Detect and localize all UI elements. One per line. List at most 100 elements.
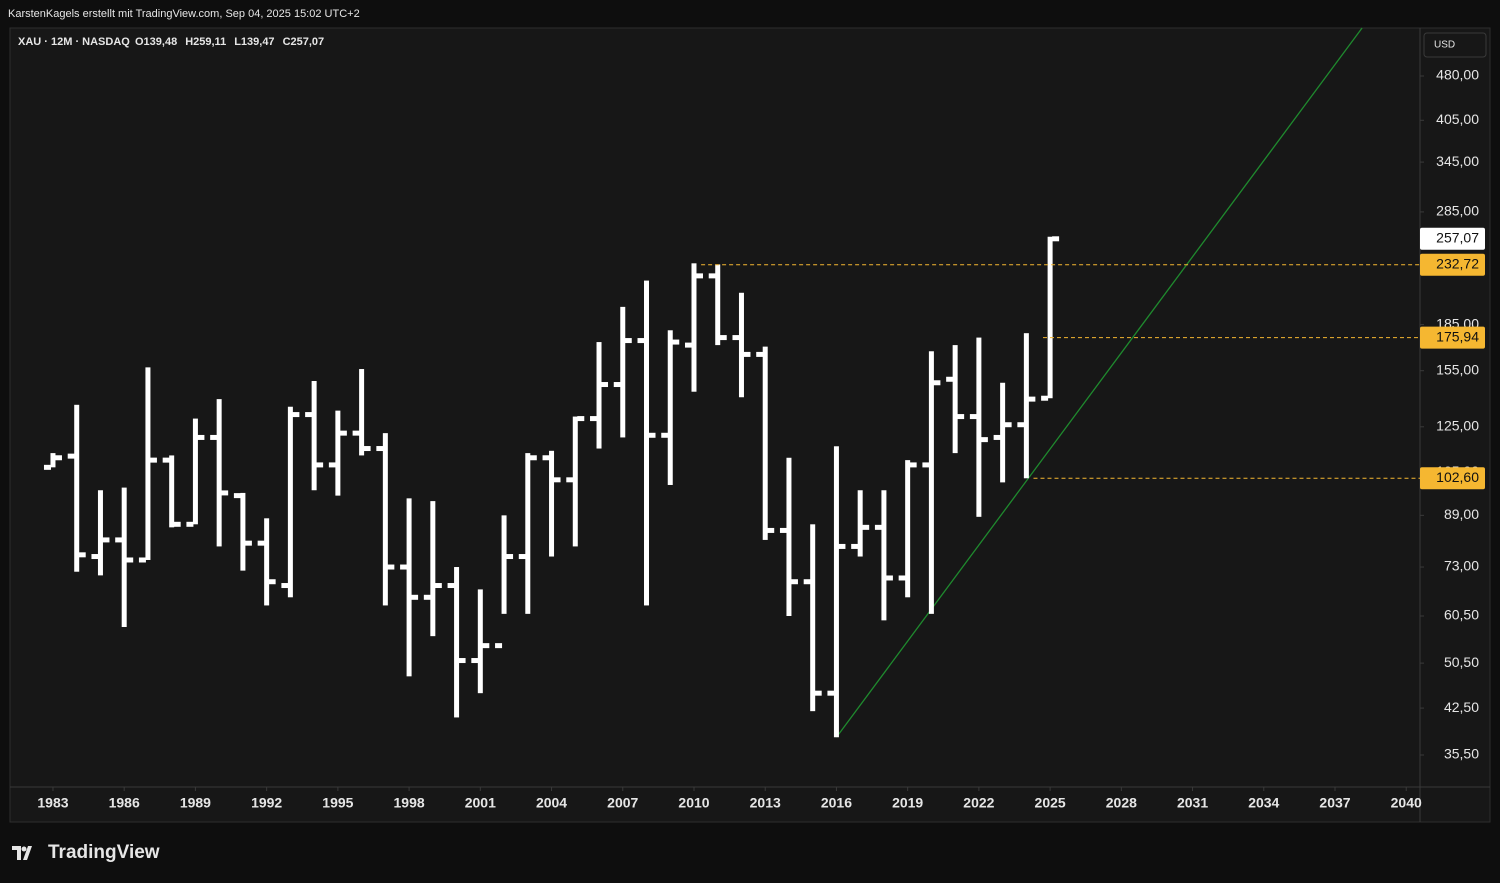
close-tick <box>102 537 110 543</box>
close-tick <box>221 490 229 496</box>
open-tick <box>708 273 716 279</box>
open-tick <box>1017 422 1025 428</box>
open-tick <box>590 416 598 422</box>
open-tick <box>827 690 835 696</box>
y-tick-label: 345,00 <box>1436 153 1479 169</box>
bar-range <box>596 342 602 449</box>
close-tick <box>292 412 300 418</box>
close-tick <box>126 557 134 563</box>
close-tick <box>624 338 632 344</box>
header-value: L139,47 <box>234 36 274 48</box>
bar-range <box>881 490 887 621</box>
open-tick <box>637 338 645 344</box>
close-tick <box>339 430 347 436</box>
open-tick <box>993 434 1001 440</box>
x-tick-label: 2001 <box>465 795 496 811</box>
open-tick <box>613 382 621 388</box>
open-tick <box>803 579 811 585</box>
y-tick-label: 285,00 <box>1436 203 1479 219</box>
bar-range <box>572 416 578 547</box>
bar-range <box>833 446 839 738</box>
open-tick <box>732 335 740 341</box>
close-tick <box>78 552 86 558</box>
open-tick <box>566 477 574 483</box>
open-tick <box>400 564 408 570</box>
currency[interactable]: USD <box>1434 40 1455 51</box>
bar-range <box>121 487 127 628</box>
close-tick <box>601 382 609 388</box>
close-tick <box>838 543 846 549</box>
y-tick-label: 480,00 <box>1436 67 1479 83</box>
close-tick <box>909 462 917 468</box>
open-tick <box>542 455 550 461</box>
y-tick-label: 155,00 <box>1436 361 1479 377</box>
open-tick <box>43 464 51 470</box>
x-tick-label: 1995 <box>322 795 353 811</box>
header-value: C257,07 <box>283 36 325 48</box>
close-tick <box>411 594 419 600</box>
open-tick <box>969 414 977 420</box>
open-tick <box>305 412 313 418</box>
close-tick <box>933 380 941 386</box>
close-tick <box>553 477 561 483</box>
open-tick <box>91 554 99 560</box>
header-value: H259,11 <box>185 36 226 48</box>
bar-range <box>311 381 317 491</box>
close-tick <box>1028 396 1036 402</box>
open-tick <box>684 342 692 348</box>
x-tick-label: 2040 <box>1391 795 1422 811</box>
bar-range <box>240 492 246 571</box>
x-tick-label: 2007 <box>607 795 638 811</box>
level-label-box <box>1420 253 1485 276</box>
header-value: O139,48 <box>135 36 177 48</box>
open-tick <box>115 537 123 543</box>
bar-range <box>715 264 721 346</box>
bar-range <box>145 367 151 560</box>
x-tick-label: 2031 <box>1177 795 1208 811</box>
close-tick <box>173 521 181 527</box>
bar-range <box>738 292 744 398</box>
open-tick <box>661 432 669 438</box>
bar-range <box>976 337 982 517</box>
x-tick-label: 1989 <box>180 795 211 811</box>
x-tick-label: 2010 <box>678 795 709 811</box>
x-tick-label: 1998 <box>394 795 425 811</box>
bar-range <box>762 346 768 540</box>
y-tick-label: 89,00 <box>1444 506 1479 522</box>
last-price-label: 257,07 <box>1436 230 1479 246</box>
bar-range <box>192 418 198 525</box>
bar-range <box>382 433 388 606</box>
open-tick <box>471 658 479 664</box>
y-tick-label: 50,50 <box>1444 654 1479 670</box>
close-tick <box>458 658 466 664</box>
close-tick <box>719 335 727 341</box>
currency-button[interactable] <box>1423 32 1487 58</box>
caption: KarstenKagels erstellt mit TradingView.c… <box>8 8 360 20</box>
close-tick <box>862 524 870 530</box>
open-tick <box>281 583 289 589</box>
close-tick <box>54 455 62 461</box>
x-tick-label: 2013 <box>750 795 781 811</box>
open-tick <box>495 643 503 649</box>
bar-range <box>287 406 293 598</box>
close-tick <box>695 273 703 279</box>
bar-range <box>810 524 816 712</box>
close-tick <box>268 579 276 585</box>
close-tick <box>1004 422 1012 428</box>
level-label-box <box>1420 326 1485 349</box>
x-tick-label: 1986 <box>109 795 140 811</box>
x-tick-label: 2022 <box>963 795 994 811</box>
bar-range <box>264 518 270 606</box>
close-tick <box>197 434 205 440</box>
trendline <box>835 27 1363 738</box>
open-tick <box>328 462 336 468</box>
open-tick <box>779 527 787 533</box>
x-tick-label: 2004 <box>536 795 567 811</box>
open-tick <box>922 462 930 468</box>
close-tick <box>980 437 988 443</box>
x-tick-label: 1992 <box>251 795 282 811</box>
bar-range <box>786 457 792 617</box>
close-tick <box>244 540 252 546</box>
bar-range <box>477 589 483 694</box>
open-tick <box>898 575 906 581</box>
